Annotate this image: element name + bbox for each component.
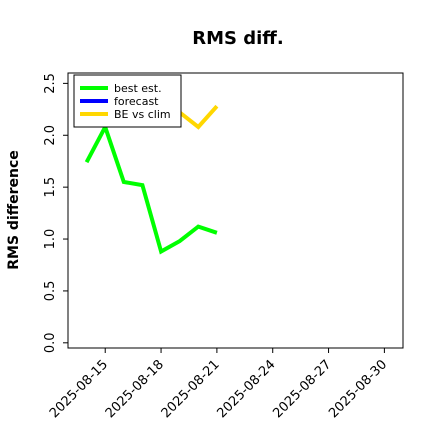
y-tick-label: 0.5: [43, 281, 58, 302]
y-tick-label: 2.5: [43, 73, 58, 94]
y-axis-label: RMS difference: [6, 150, 22, 270]
legend-entry: forecast: [114, 95, 159, 108]
series-line: [84, 121, 218, 255]
x-tick-label: 2025-08-27: [270, 357, 334, 421]
y-axis: 0.0 0.5 1.0 1.5 2.0 2.5: [43, 73, 68, 353]
y-tick-label: 1.5: [43, 177, 58, 198]
x-tick-label: 2025-08-21: [159, 357, 223, 421]
x-axis: 2025-08-152025-08-182025-08-212025-08-24…: [47, 348, 390, 421]
x-tick-label: 2025-08-30: [326, 357, 390, 421]
legend-entry: best est.: [114, 82, 162, 95]
x-tick-label: 2025-08-24: [215, 357, 279, 421]
y-tick-label: 2.0: [43, 125, 58, 146]
chart-title: RMS diff.: [192, 28, 283, 49]
legend-entry: BE vs clim: [114, 108, 171, 121]
y-tick-label: 0.0: [43, 332, 58, 353]
x-tick-label: 2025-08-15: [47, 357, 111, 421]
plot-frame: [67, 72, 404, 349]
x-tick-label: 2025-08-18: [103, 357, 167, 421]
y-tick-label: 1.0: [43, 229, 58, 250]
